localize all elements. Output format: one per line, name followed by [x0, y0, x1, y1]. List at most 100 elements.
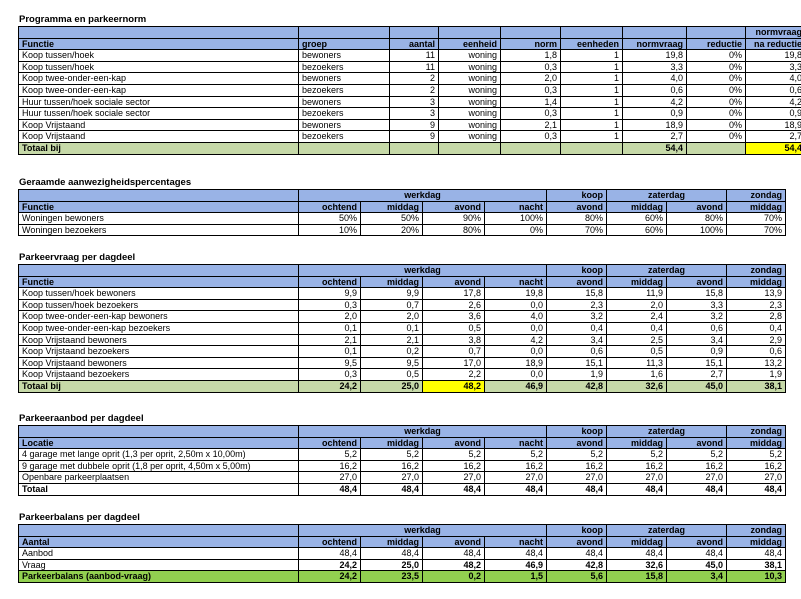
- table-cell: 19,8: [483, 287, 548, 300]
- table-cell: 50%: [298, 212, 361, 225]
- table-cell: 2: [389, 72, 439, 85]
- balance-cell: 23,5: [360, 570, 423, 583]
- group-werkdag: werkdag: [297, 425, 548, 438]
- table-cell: 80%: [546, 212, 608, 225]
- table-cell: 15,8: [546, 287, 608, 300]
- table-cell: 5,2: [298, 448, 361, 461]
- header-cell: avond: [546, 436, 608, 450]
- table-cell: 2,6: [422, 298, 485, 312]
- balance-cell: 3,4: [666, 570, 728, 583]
- header-cell: nacht: [483, 436, 548, 450]
- table-row: Koop Vrijstaand bewoners 2,1 2,1 3,8 4,2 3,4 2…: [18, 333, 787, 347]
- row-label: 9 garage met dubbele oprit (1,8 per opri…: [18, 459, 299, 473]
- table-cell: 0,5: [422, 321, 485, 335]
- table-row: 4 garage met lange oprit (1,3 per oprit,…: [18, 448, 787, 461]
- header-cell: nacht: [483, 535, 548, 549]
- balance-cell: 5,6: [546, 570, 608, 583]
- table-cell: 9,9: [298, 287, 361, 300]
- table-cell: 1: [560, 130, 623, 143]
- table-cell: bezoekers: [298, 130, 390, 143]
- total-cell: 48,4: [298, 482, 361, 496]
- table-cell: 0%: [686, 83, 746, 97]
- total-cell: 48,4: [483, 482, 548, 496]
- table-cell: 48,4: [298, 547, 361, 560]
- row-label: Koop twee-onder-een-kap bewoners: [18, 310, 299, 323]
- parkeeraanbod-table: werkdag koop zaterdag zondag Locatie och…: [18, 425, 787, 496]
- table-cell: 3: [389, 107, 439, 120]
- table-cell: 48,4: [546, 547, 608, 560]
- table-cell: 1: [560, 60, 623, 74]
- section-title-parkeervraag: Parkeervraag per dagdeel: [19, 252, 136, 263]
- table-cell: 5,2: [546, 448, 608, 461]
- table-cell: woning: [438, 130, 501, 143]
- header-cell: groep: [298, 37, 390, 51]
- parkeerbalans-table: werkdag koop zaterdag zondag Aantal ocht…: [18, 524, 787, 583]
- row-label: Koop tussen/hoek: [18, 49, 299, 62]
- group-zondag: zondag: [726, 264, 787, 277]
- header-cell: nacht: [483, 275, 548, 289]
- total-cell: 25,0: [360, 379, 423, 393]
- table-cell: 0,3: [500, 107, 561, 120]
- table-cell: 1: [560, 107, 623, 120]
- table-header-row: Aantal ochtend middag avond nacht avond …: [18, 535, 787, 549]
- table-cell: woning: [438, 72, 501, 85]
- table-row: Openbare parkeerplaatsen 27,0 27,0 27,0 27,0…: [18, 471, 787, 484]
- table-cell: 27,0: [483, 471, 548, 484]
- table-cell: 16,2: [422, 459, 485, 473]
- table-cell: 24,2: [298, 558, 361, 572]
- table-row: Koop twee-onder-een-kap bezoekers 0,1 0,1 0…: [18, 321, 787, 335]
- group-werkdag: werkdag: [297, 264, 548, 277]
- row-label: Woningen bewoners: [18, 212, 299, 225]
- table-cell: 0,1: [298, 321, 361, 335]
- total-cell: 48,4: [422, 482, 485, 496]
- row-label: Koop Vrijstaand: [18, 118, 299, 132]
- table-cell: bewoners: [298, 72, 390, 85]
- header-cell: avond: [666, 436, 728, 450]
- total-label: Totaal: [18, 482, 299, 496]
- table-row: Koop twee-onder-een-kap bewoners 2,0 2,0 3,…: [18, 310, 787, 323]
- table-row: Woningen bezoekers 10% 20% 80% 0% 70% 60% 100% 7…: [18, 223, 787, 237]
- table-cell: 90%: [422, 212, 485, 225]
- total-cell: 45,0: [666, 379, 728, 393]
- table-cell: 100%: [483, 212, 548, 225]
- balance-row: Parkeerbalans (aanbod-vraag) 24,2 23,5 0…: [18, 570, 787, 583]
- table-cell: 9,5: [360, 356, 423, 370]
- row-label: Koop twee-onder-een-kap bezoekers: [18, 321, 299, 335]
- balance-cell: 0,2: [422, 570, 485, 583]
- header-cell: Functie: [18, 275, 299, 289]
- group-header-row: werkdag koop zaterdag zondag: [18, 189, 787, 202]
- table-cell: 70%: [546, 223, 608, 237]
- table-cell: 38,1: [726, 558, 787, 572]
- total-cell: 24,2: [298, 379, 361, 393]
- table-cell: 0,1: [298, 345, 361, 358]
- table-cell: 0,3: [298, 298, 361, 312]
- table-cell: 11: [389, 49, 439, 62]
- balance-label: Parkeerbalans (aanbod-vraag): [18, 570, 299, 583]
- table-cell: 2,1: [500, 118, 561, 132]
- row-label: Woningen bezoekers: [18, 223, 299, 237]
- table-cell: 15,1: [666, 356, 728, 370]
- table-cell: 5,2: [666, 448, 728, 461]
- header-cell: normvraag: [745, 26, 801, 39]
- table-cell: 2,9: [726, 333, 787, 347]
- total-label: Totaal bij: [18, 379, 299, 393]
- table-row: Huur tussen/hoek sociale sector bezoekers…: [18, 107, 801, 120]
- table-cell: 16,2: [546, 459, 608, 473]
- table-cell: 5,2: [360, 448, 423, 461]
- table-cell: 27,0: [606, 471, 668, 484]
- table-cell: 5,2: [422, 448, 485, 461]
- header-cell: aantal: [389, 37, 439, 51]
- row-label: 4 garage met lange oprit (1,3 per oprit,…: [18, 448, 299, 461]
- header-cell: eenheid: [438, 37, 501, 51]
- table-header-row: Functie ochtend middag avond nacht avond…: [18, 275, 787, 289]
- table-cell: 0%: [483, 223, 548, 237]
- table-row: Koop twee-onder-een-kap bezoekers 2 woning 0…: [18, 83, 801, 97]
- table-cell: 45,0: [666, 558, 728, 572]
- table-cell: 2,1: [298, 333, 361, 347]
- table-cell: 5,2: [483, 448, 548, 461]
- group-koop: koop: [546, 264, 608, 277]
- table-body: 4 garage met lange oprit (1,3 per oprit,…: [18, 448, 787, 484]
- table-cell: 3,4: [666, 333, 728, 347]
- table-cell: 1: [560, 72, 623, 85]
- table-cell: 17,0: [422, 356, 485, 370]
